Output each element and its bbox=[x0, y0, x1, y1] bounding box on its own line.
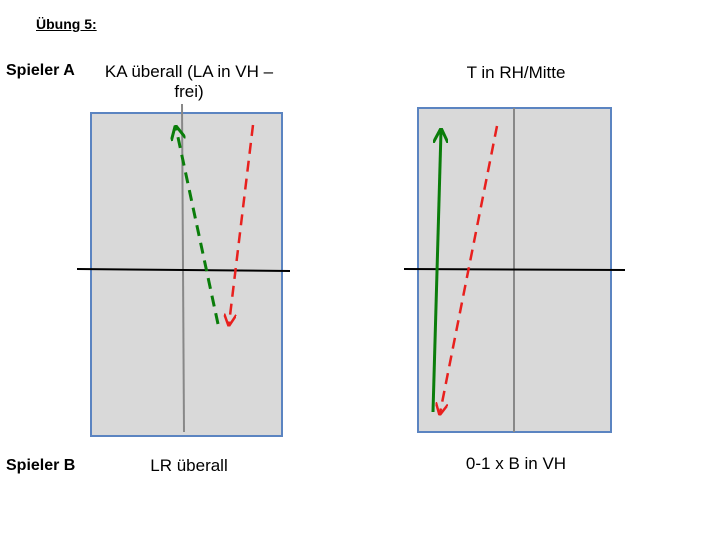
right-top-caption: T in RH/Mitte bbox=[466, 63, 566, 82]
right-bottom-caption: 0-1 x B in VH bbox=[465, 454, 567, 473]
left-table bbox=[76, 103, 291, 437]
left-net bbox=[76, 268, 291, 272]
player-a-label: Spieler A bbox=[6, 62, 75, 79]
right-green-arrow bbox=[431, 131, 441, 413]
player-b-label: Spieler B bbox=[6, 457, 76, 474]
exercise-title: Übung 5: bbox=[36, 16, 97, 32]
left-red-arrow bbox=[229, 124, 255, 324]
right-net bbox=[403, 268, 626, 271]
left-green-arrow bbox=[176, 128, 220, 325]
right-table bbox=[403, 107, 626, 433]
left-table-surface bbox=[90, 112, 283, 437]
left-bottom-caption: LR überall bbox=[150, 456, 228, 475]
left-top-caption: KA überall (LA in VH – frei) bbox=[104, 62, 274, 101]
right-red-arrow bbox=[440, 125, 499, 413]
